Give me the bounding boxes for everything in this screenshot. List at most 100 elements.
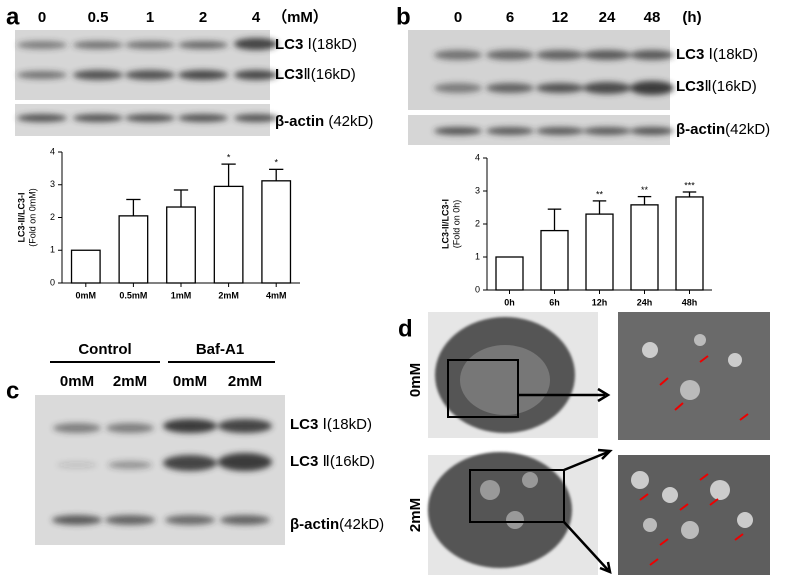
band-name: LC3 [290, 416, 318, 433]
y-axis-note: (Fold on 0mM) [27, 188, 37, 247]
y-tick-label: 1 [475, 251, 480, 261]
lane-label: 2mM [228, 373, 262, 390]
group-label: Baf-A1 [196, 341, 244, 358]
lane-label: 24 [599, 9, 616, 26]
band-detail: (42kD) [725, 121, 770, 138]
blots [15, 30, 674, 545]
row-label: 2mM [407, 498, 424, 532]
band-detail: (42kD) [324, 113, 373, 130]
bar [630, 204, 659, 291]
lane-label: 0.5 [88, 9, 109, 26]
bar [70, 249, 101, 284]
x-tick-label: 0mM [76, 290, 97, 300]
lane-label: 4 [252, 9, 261, 26]
band-label: LC3 Ⅱ(16kD) [290, 453, 375, 470]
panel-label: c [6, 377, 19, 404]
y-tick-label: 0 [475, 284, 480, 294]
x-tick-label: 1mM [171, 290, 192, 300]
band-label: LC3Ⅱ(16kD) [275, 66, 356, 83]
y-axis-label: LC3-II/LC3-I [16, 192, 26, 242]
y-tick-label: 2 [475, 218, 480, 228]
bar [495, 256, 524, 291]
band-detail: Ⅰ(18kD) [303, 36, 357, 53]
panel-label: d [398, 315, 413, 342]
error-bar [269, 168, 284, 181]
band-label: LC3 Ⅰ(18kD) [676, 46, 758, 63]
lane-label: 2 [199, 9, 207, 26]
band-label: β-actin(42kD) [290, 516, 384, 533]
band-detail: Ⅱ(16kD) [318, 453, 375, 470]
bar [540, 229, 569, 291]
band-label: LC3 Ⅰ(18kD) [275, 36, 357, 53]
band-detail: Ⅰ(18kD) [704, 46, 758, 63]
y-axis-note: (Fold on 0h) [451, 200, 461, 249]
band-name: β-actin [676, 121, 725, 138]
band-name: LC3 [275, 66, 303, 83]
band-detail: Ⅱ(16kD) [704, 78, 756, 95]
band-label: β-actin (42kD) [275, 113, 373, 130]
panel-label: b [396, 3, 411, 30]
band-name: LC3 [676, 46, 704, 63]
y-tick-label: 4 [475, 152, 480, 162]
bar [675, 196, 704, 291]
bar [166, 206, 196, 284]
bar [585, 213, 614, 291]
band-detail: Ⅰ(18kD) [318, 416, 372, 433]
significance: *** [684, 180, 695, 190]
y-tick-label: 3 [475, 185, 480, 195]
row-label: 0mM [407, 363, 424, 397]
band-name: LC3 [275, 36, 303, 53]
y-tick-label: 0 [50, 277, 55, 287]
x-tick-label: 4mM [266, 290, 287, 300]
band-label: LC3Ⅱ(16kD) [676, 78, 757, 95]
error-bar [221, 163, 236, 187]
lane-label: 0mM [60, 373, 94, 390]
em-images [428, 312, 770, 575]
error-bar [592, 200, 607, 215]
lane-label: 2mM [113, 373, 147, 390]
bar [118, 215, 149, 284]
y-axis-label: LC3-II/LC3-I [440, 199, 450, 249]
error-bar [173, 189, 189, 208]
x-tick-label: 2mM [218, 290, 239, 300]
error-bar [682, 191, 697, 197]
bar [213, 185, 244, 284]
band-detail: Ⅱ(16kD) [303, 66, 355, 83]
unit: （mM） [272, 8, 328, 26]
lane-label: 0 [454, 9, 462, 26]
y-tick-label: 1 [50, 245, 55, 255]
band-detail: (42kD) [339, 516, 384, 533]
y-tick-label: 3 [50, 179, 55, 189]
x-tick-label: 24h [637, 297, 653, 307]
group-label: Control [78, 341, 131, 358]
error-bar [126, 198, 141, 216]
panel-label: a [6, 3, 20, 30]
x-tick-label: 0.5mM [119, 290, 147, 300]
significance: ** [596, 189, 604, 199]
significance: * [227, 152, 231, 162]
error-bar [637, 195, 652, 205]
band-name: β-actin [290, 516, 339, 533]
lane-label: 6 [506, 9, 514, 26]
band-label: LC3 Ⅰ(18kD) [290, 416, 372, 433]
y-tick-label: 4 [50, 146, 55, 156]
lane-label: 48 [644, 9, 661, 26]
x-tick-label: 12h [592, 297, 608, 307]
x-tick-label: 48h [682, 297, 698, 307]
lane-label: 0 [38, 9, 46, 26]
error-bar [547, 208, 562, 231]
x-tick-label: 0h [504, 297, 515, 307]
significance: ** [641, 185, 649, 195]
x-tick-label: 6h [549, 297, 560, 307]
lane-label: 1 [146, 9, 154, 26]
band-label: β-actin(42kD) [676, 121, 770, 138]
lane-label: 12 [552, 9, 569, 26]
significance: * [274, 158, 278, 168]
band-name: β-actin [275, 113, 324, 130]
band-name: LC3 [290, 453, 318, 470]
lane-label: 0mM [173, 373, 207, 390]
bar [261, 180, 292, 284]
unit: (h) [682, 9, 701, 26]
y-tick-label: 2 [50, 212, 55, 222]
